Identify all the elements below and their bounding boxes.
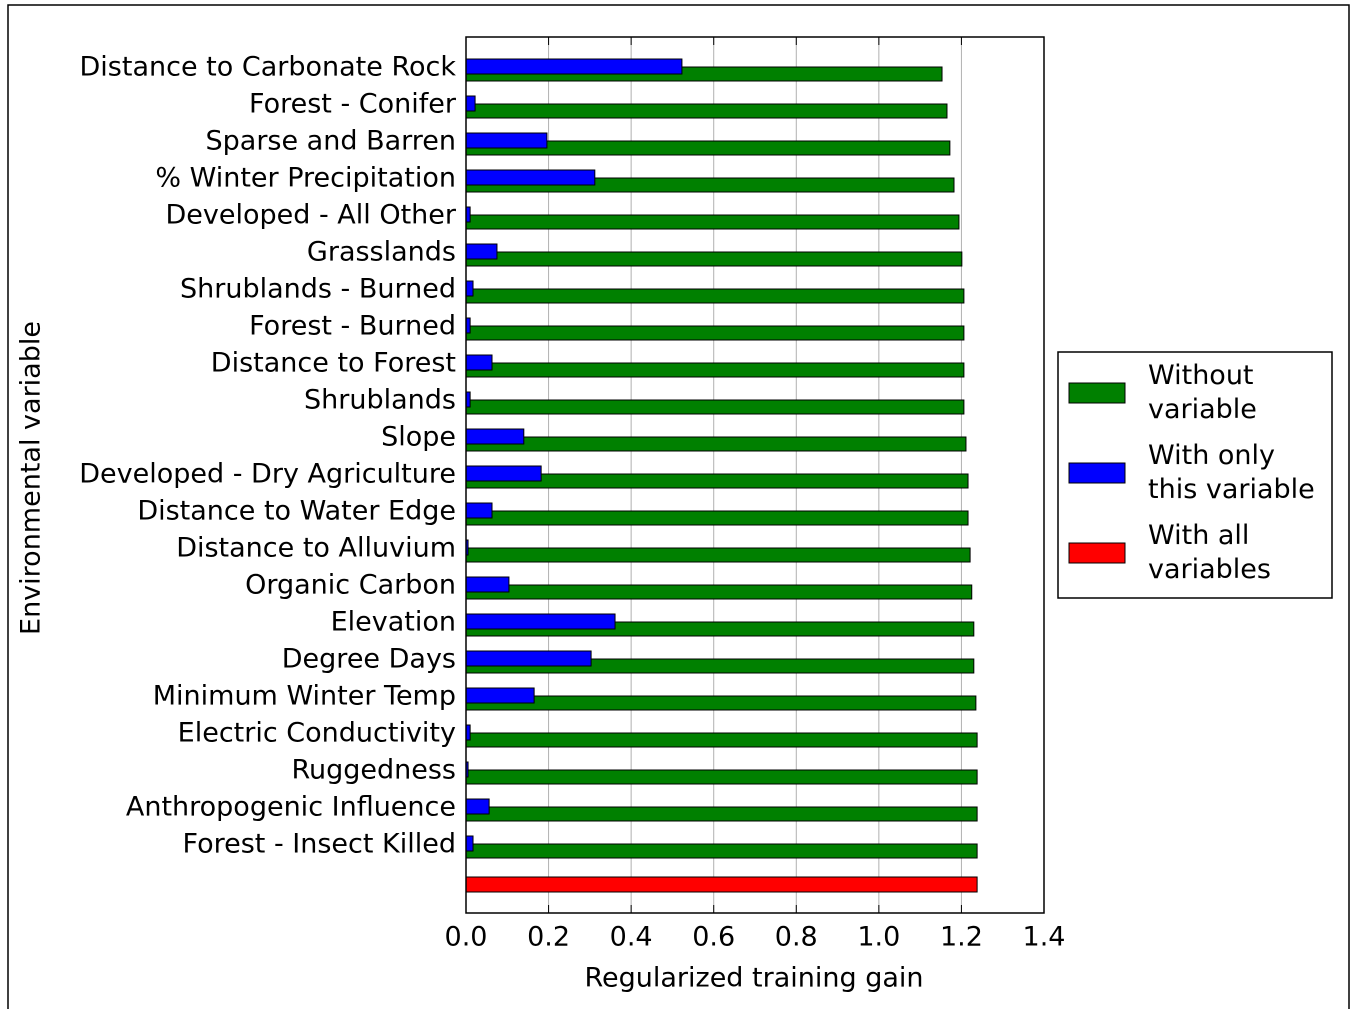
y-tick-label: Elevation — [331, 607, 456, 638]
x-tick-label: 0.8 — [775, 922, 818, 953]
x-tick-label: 0.2 — [527, 922, 570, 953]
bar — [465, 584, 973, 600]
bar — [465, 547, 971, 563]
bar — [465, 251, 963, 267]
bar — [465, 169, 596, 186]
bar — [465, 510, 969, 526]
bar — [465, 687, 535, 704]
bar — [465, 798, 490, 815]
bar — [465, 835, 474, 852]
y-tick-label: Forest - Burned — [249, 311, 456, 342]
y-tick-label: Distance to Water Edge — [137, 496, 456, 527]
x-axis-label: Regularized training gain — [584, 963, 923, 994]
y-tick-label: Forest - Insect Killed — [183, 829, 457, 860]
bar — [465, 769, 978, 785]
y-tick-label: Ruggedness — [291, 755, 456, 786]
bar — [465, 465, 542, 482]
bar — [465, 806, 978, 822]
y-tick-label: Forest - Conifer — [249, 89, 457, 120]
y-tick-label: Organic Carbon — [245, 570, 456, 601]
y-tick-label: Degree Days — [282, 644, 456, 675]
y-tick-label: Grasslands — [307, 237, 456, 268]
bar — [465, 214, 960, 230]
bar — [465, 732, 978, 748]
y-tick-label: Shrublands — [304, 385, 456, 416]
bar — [465, 362, 965, 378]
bar — [465, 243, 498, 260]
bar — [465, 502, 493, 519]
legend-label: With all variables — [1148, 520, 1271, 585]
y-tick-label: Electric Conductivity — [178, 718, 456, 749]
legend-swatch — [1068, 382, 1126, 404]
bar — [465, 695, 977, 711]
y-tick-label: Shrublands - Burned — [180, 274, 456, 305]
legend-label: Without variable — [1148, 360, 1257, 425]
y-tick-label: Sparse and Barren — [206, 126, 457, 157]
bar — [465, 95, 476, 112]
frame — [7, 4, 1350, 1009]
legend-swatch — [1068, 542, 1126, 564]
y-tick-label: Minimum Winter Temp — [153, 681, 456, 712]
bar — [465, 576, 510, 593]
bar — [465, 58, 683, 75]
x-tick-label: 0.0 — [445, 922, 488, 953]
bar — [465, 280, 474, 297]
legend-swatch — [1068, 462, 1126, 484]
bar — [465, 399, 965, 415]
bar — [465, 103, 948, 119]
bar — [465, 843, 978, 859]
x-tick-label: 0.4 — [610, 922, 653, 953]
bar — [465, 288, 965, 304]
bar — [465, 613, 616, 630]
y-tick-label: Slope — [381, 422, 456, 453]
bar — [465, 132, 548, 149]
bar — [465, 325, 965, 341]
y-tick-label: Developed - All Other — [165, 200, 456, 231]
y-tick-label: Developed - Dry Agriculture — [79, 459, 456, 490]
x-tick-label: 1.4 — [1023, 922, 1066, 953]
x-tick-label: 1.2 — [940, 922, 983, 953]
x-tick-label: 0.6 — [692, 922, 735, 953]
bar — [465, 876, 978, 893]
bar — [465, 436, 967, 452]
y-axis-label: Environmental variable — [16, 321, 47, 635]
y-tick-label: % Winter Precipitation — [155, 163, 456, 194]
y-tick-label: Distance to Alluvium — [176, 533, 456, 564]
bar — [465, 428, 525, 445]
legend-label: With only this variable — [1148, 440, 1315, 505]
bar — [465, 354, 493, 371]
x-tick-label: 1.0 — [857, 922, 900, 953]
y-tick-label: Distance to Forest — [211, 348, 456, 379]
y-tick-label: Distance to Carbonate Rock — [80, 52, 457, 83]
bar — [465, 650, 592, 667]
plot-frame — [465, 36, 1045, 914]
y-tick-label: Anthropogenic Influence — [126, 792, 456, 823]
